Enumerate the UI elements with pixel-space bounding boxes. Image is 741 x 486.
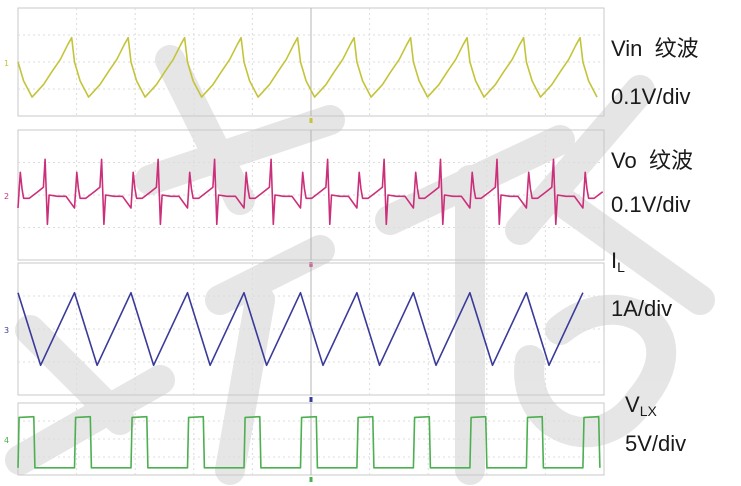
panel-scale-vlx: 5V/div [625, 431, 687, 456]
vo-label-main: Vo [611, 148, 637, 173]
vin-trigger-marker [309, 118, 313, 123]
vlx-ground-marker: 4 [4, 436, 9, 445]
vin-ground-marker: 1 [4, 59, 9, 68]
il-label-main: I [611, 248, 618, 273]
vo-label-suffix: 纹波 [648, 148, 693, 173]
panel-scale-vin: 0.1V/div [611, 84, 691, 109]
vo-trace [17, 158, 604, 226]
vin-label-main: Vin [611, 36, 643, 61]
panel-label-vlx: VLX [625, 392, 657, 419]
panel-label-vo: Vo 纹波 [611, 150, 693, 172]
vlx-label-main: V [625, 392, 640, 417]
panel-label-vin: Vin 纹波 [611, 38, 699, 60]
vo-ground-marker: 2 [4, 192, 9, 201]
vin-trace [17, 36, 598, 98]
vin-label-suffix: 纹波 [654, 36, 699, 61]
panel-label-il: IL [611, 248, 625, 275]
panel-scale-vo: 0.1V/div [611, 192, 691, 217]
vlx-trace [17, 415, 601, 469]
panel-scale-il: 1A/div [611, 296, 673, 321]
il-label-sub: L [617, 259, 625, 275]
il-trigger-marker [309, 397, 313, 402]
watermark [5, 45, 715, 485]
vlx-trigger-marker [309, 477, 313, 482]
il-ground-marker: 3 [4, 326, 9, 335]
vlx-label-sub: LX [639, 403, 657, 419]
il-trace [17, 291, 584, 367]
